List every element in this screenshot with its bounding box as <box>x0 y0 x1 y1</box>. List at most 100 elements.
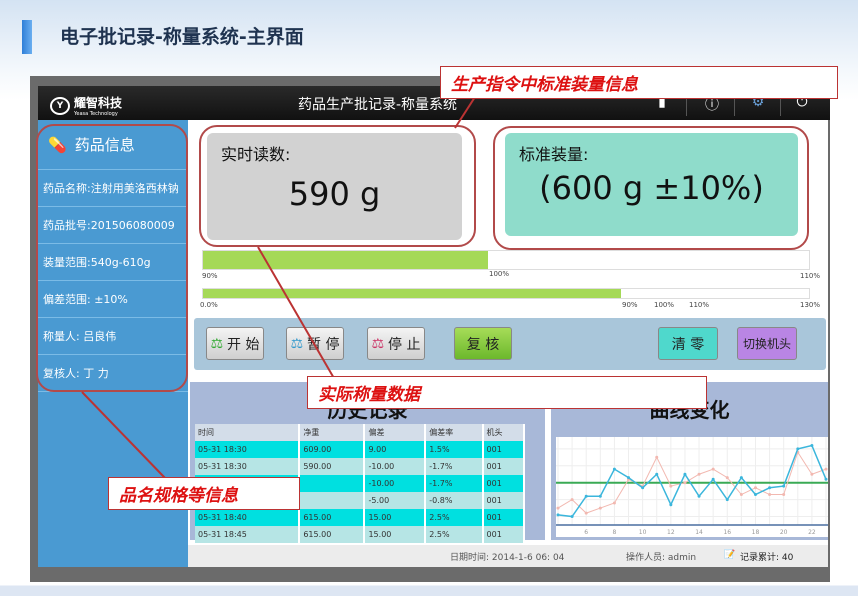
table-cell: 590.00 <box>299 458 366 475</box>
tick-label: 100% <box>654 301 675 309</box>
realtime-value: 590 g <box>288 175 381 213</box>
data-point <box>725 476 729 480</box>
x-tick-label: 8 <box>613 529 617 536</box>
data-point <box>584 511 588 515</box>
sidebar-title: 药品信息 <box>74 136 135 154</box>
scale-icon: ⚖ <box>290 335 304 352</box>
x-tick-label: 12 <box>667 529 675 536</box>
data-point <box>598 494 602 498</box>
annotation-oval <box>199 125 476 247</box>
data-point <box>669 484 673 488</box>
progress-bar-fill <box>203 289 622 298</box>
batch-number: 药品批号:201506080009 <box>38 207 188 244</box>
data-point <box>739 476 743 480</box>
table-cell: -10.00 <box>364 475 427 492</box>
review-button[interactable]: 复 核 <box>454 327 512 360</box>
table-cell: -1.7% <box>425 475 484 492</box>
table-cell: 05-31 18:30 <box>195 458 301 475</box>
column-header[interactable]: 时间 <box>195 424 301 441</box>
data-point <box>570 515 574 519</box>
x-tick-label: 6 <box>584 529 588 536</box>
table-cell: 9.00 <box>364 441 427 458</box>
zero-button[interactable]: 清 零 <box>658 327 718 360</box>
table-cell: -5.00 <box>364 492 427 509</box>
data-point <box>697 494 701 498</box>
annotation-oval <box>493 126 809 250</box>
data-point <box>739 493 743 497</box>
x-tick-label: 20 <box>780 529 788 536</box>
app-title: 药品生产批记录-称量系统 <box>298 97 458 113</box>
table-cell: 001 <box>482 509 526 526</box>
data-point <box>556 513 560 517</box>
series-line <box>557 451 827 514</box>
table-row[interactable]: 05-31 18:30 609.00 9.00 1.5% 001 <box>195 441 526 458</box>
data-point <box>683 472 687 476</box>
tick-label: 90% <box>622 301 638 309</box>
callout-spec-info: 品名规格等信息 <box>108 477 300 510</box>
data-point <box>669 503 673 507</box>
data-point <box>782 493 786 497</box>
data-point <box>768 493 772 497</box>
table-row[interactable]: 05-31 18:30 590.00 -10.00 -1.7% 001 <box>195 458 526 475</box>
series-line <box>557 444 827 518</box>
record-icon: 📝 <box>724 550 736 560</box>
table-cell: 615.00 <box>299 526 366 543</box>
data-point <box>753 486 757 490</box>
data-point <box>697 472 701 476</box>
scale-icon: ⚖ <box>210 335 224 352</box>
logo-text: 耀智科技 <box>74 96 123 110</box>
column-header[interactable]: 机头 <box>482 424 526 441</box>
table-cell: 05-31 18:40 <box>195 509 301 526</box>
x-tick-label: 22 <box>808 529 816 536</box>
table-cell: -10.00 <box>364 458 427 475</box>
deviation-bar <box>202 250 810 270</box>
scale-icon: ⚖ <box>371 335 385 352</box>
help-icon[interactable]: ⓘ <box>705 97 719 113</box>
start-button[interactable]: ⚖ 开 始 <box>206 327 264 360</box>
table-cell: 609.00 <box>299 441 366 458</box>
data-point <box>725 498 729 502</box>
table-row[interactable]: 05-31 18:45 615.00 15.00 2.5% 001 <box>195 526 526 543</box>
data-point <box>711 467 715 471</box>
divider <box>780 90 781 116</box>
lock-icon[interactable]: ▮ <box>658 94 666 110</box>
column-header[interactable]: 净重 <box>299 424 366 441</box>
table-cell: 05-31 18:45 <box>195 526 301 543</box>
fill-range: 装量范围:540g-610g <box>38 244 188 281</box>
data-point <box>824 467 828 471</box>
app-header: Y 耀智科技 Yeasa Technology 药品生产批记录-称量系统 ▮ ⓘ ⚙… <box>38 86 830 120</box>
title-accent-bar <box>22 20 32 54</box>
deviation-bar-fill <box>203 251 488 269</box>
divider <box>686 90 687 116</box>
switch-head-button[interactable]: 切换机头 <box>737 327 797 360</box>
column-header[interactable]: 偏差率 <box>425 424 484 441</box>
tick-label: 110% <box>689 301 710 309</box>
data-point <box>810 443 814 447</box>
data-point <box>683 481 687 485</box>
table-cell: 2.5% <box>425 509 484 526</box>
table-cell: 15.00 <box>364 509 427 526</box>
x-tick-label: 10 <box>639 529 647 536</box>
table-row[interactable]: 05-31 18:40 615.00 15.00 2.5% 001 <box>195 509 526 526</box>
table-cell <box>299 475 366 492</box>
table-cell: 001 <box>482 458 526 475</box>
power-icon[interactable]: ⏻ <box>796 94 808 110</box>
x-tick-label: 16 <box>723 529 731 536</box>
data-point <box>824 477 828 481</box>
table-cell: -0.8% <box>425 492 484 509</box>
stop-button[interactable]: ⚖ 停 止 <box>367 327 425 360</box>
data-point <box>570 498 574 502</box>
datetime: 日期时间: 2014-1-6 06: 04 <box>450 553 565 563</box>
data-point <box>556 506 560 510</box>
data-point <box>810 472 814 476</box>
column-header[interactable]: 偏差 <box>364 424 427 441</box>
standard-label: 标准装量: <box>519 145 589 164</box>
progress-bar <box>202 288 810 299</box>
table-cell: 1.5% <box>425 441 484 458</box>
logo-mark-icon: Y <box>50 96 70 115</box>
tick-label: 130% <box>800 301 821 309</box>
data-point <box>655 472 659 476</box>
data-point <box>796 447 800 451</box>
logo: Y 耀智科技 Yeasa Technology <box>50 94 122 117</box>
data-point <box>598 506 602 510</box>
